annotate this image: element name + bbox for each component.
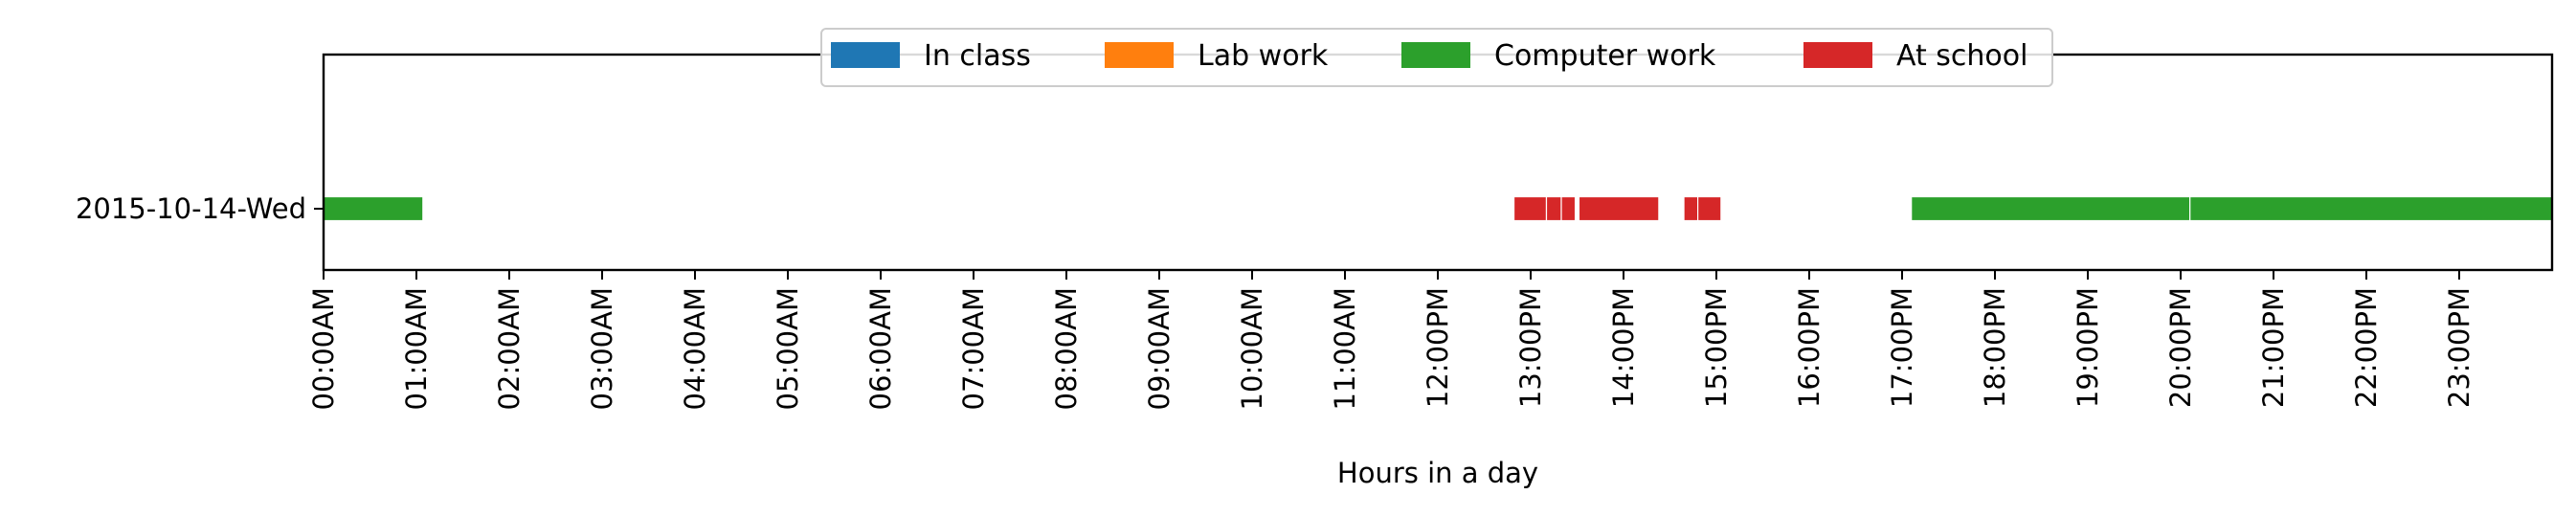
x-tick-label: 19:00PM — [2072, 287, 2104, 408]
legend-label: Lab work — [1198, 39, 1329, 73]
x-tick-label: 06:00AM — [864, 287, 897, 410]
interval-bar — [1696, 195, 1722, 222]
x-tick-label: 12:00PM — [1422, 287, 1454, 408]
x-tick-label: 18:00PM — [1979, 287, 2011, 408]
x-tick-label: 10:00AM — [1236, 287, 1268, 410]
x-axis-label: Hours in a day — [1337, 457, 1538, 489]
x-tick-label: 23:00PM — [2443, 287, 2475, 408]
interval-bar — [1578, 195, 1660, 222]
y-axis: 2015-10-14-Wed — [76, 192, 324, 225]
legend-swatch — [831, 42, 900, 68]
x-tick-label: 20:00PM — [2164, 287, 2197, 408]
x-tick-label: 14:00PM — [1607, 287, 1640, 408]
x-tick-label: 21:00PM — [2257, 287, 2290, 408]
x-tick-label: 04:00AM — [679, 287, 711, 410]
x-tick-label: 22:00PM — [2350, 287, 2383, 408]
legend-label: Computer work — [1494, 39, 1716, 73]
y-tick-label: 2015-10-14-Wed — [76, 192, 306, 225]
legend-label: In class — [924, 39, 1031, 73]
legend: In class Lab work Computer work At school — [820, 28, 2053, 87]
x-tick-label: 17:00PM — [1886, 287, 1918, 408]
x-tick-label: 11:00AM — [1329, 287, 1361, 410]
x-tick-label: 08:00AM — [1050, 287, 1083, 410]
legend-label: At school — [1896, 39, 2027, 73]
interval-bar — [2189, 195, 2553, 222]
x-tick-label: 13:00PM — [1514, 287, 1547, 408]
legend-swatch — [1803, 42, 1872, 68]
x-tick-label: 07:00AM — [957, 287, 990, 410]
interval-bar — [1545, 195, 1562, 222]
legend-swatch — [1105, 42, 1174, 68]
x-tick-label: 09:00AM — [1143, 287, 1176, 410]
x-tick-label: 01:00AM — [400, 287, 433, 410]
plot-area — [324, 55, 2552, 270]
interval-bar — [1560, 195, 1577, 222]
interval-bars — [323, 195, 2553, 222]
x-tick-label: 03:00AM — [586, 287, 618, 410]
interval-bar — [1683, 195, 1699, 222]
interval-bar — [1911, 195, 2191, 222]
x-tick-label: 00:00AM — [307, 287, 340, 410]
x-axis: 00:00AM 01:00AM 02:00AM 03:00AM 04:00AM 05:00… — [307, 270, 2475, 410]
legend-swatch — [1401, 42, 1470, 68]
interval-bar — [323, 195, 424, 222]
x-tick-label: 15:00PM — [1700, 287, 1733, 408]
x-tick-label: 05:00AM — [772, 287, 804, 410]
x-tick-label: 02:00AM — [493, 287, 526, 410]
x-tick-label: 16:00PM — [1793, 287, 1826, 408]
interval-bar — [1512, 195, 1548, 222]
